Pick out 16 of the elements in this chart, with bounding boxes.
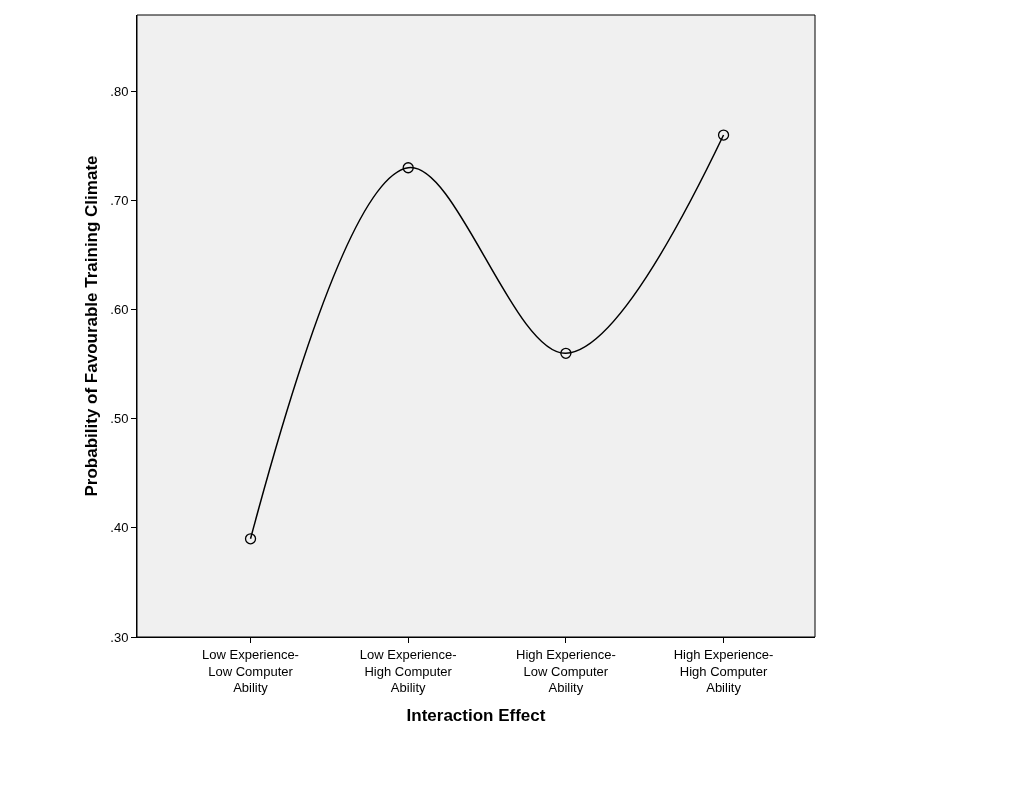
x-tick-label: Low Experience- High Computer Ability xyxy=(359,646,457,696)
x-axis-title: Interaction Effect xyxy=(406,705,546,725)
y-tick-label: .40 xyxy=(110,520,129,536)
y-tick-label: .30 xyxy=(110,629,129,645)
y-tick-label: .80 xyxy=(110,83,129,99)
y-tick-label: .70 xyxy=(110,193,129,209)
point xyxy=(717,129,730,141)
point xyxy=(244,533,257,545)
point xyxy=(560,347,572,359)
y-axis-title: Probability of Favourable Training Climate xyxy=(81,155,101,497)
y-tick-label: .60 xyxy=(110,302,129,318)
x-tick-label: High Experience- High Computer Ability xyxy=(673,646,774,696)
y-tick-label: .50 xyxy=(110,411,129,427)
point xyxy=(402,162,414,174)
x-tick-label: High Experience- Low Computer Ability xyxy=(516,646,616,696)
x-tick-label: Low Experience- Low Computer Ability xyxy=(202,646,299,696)
